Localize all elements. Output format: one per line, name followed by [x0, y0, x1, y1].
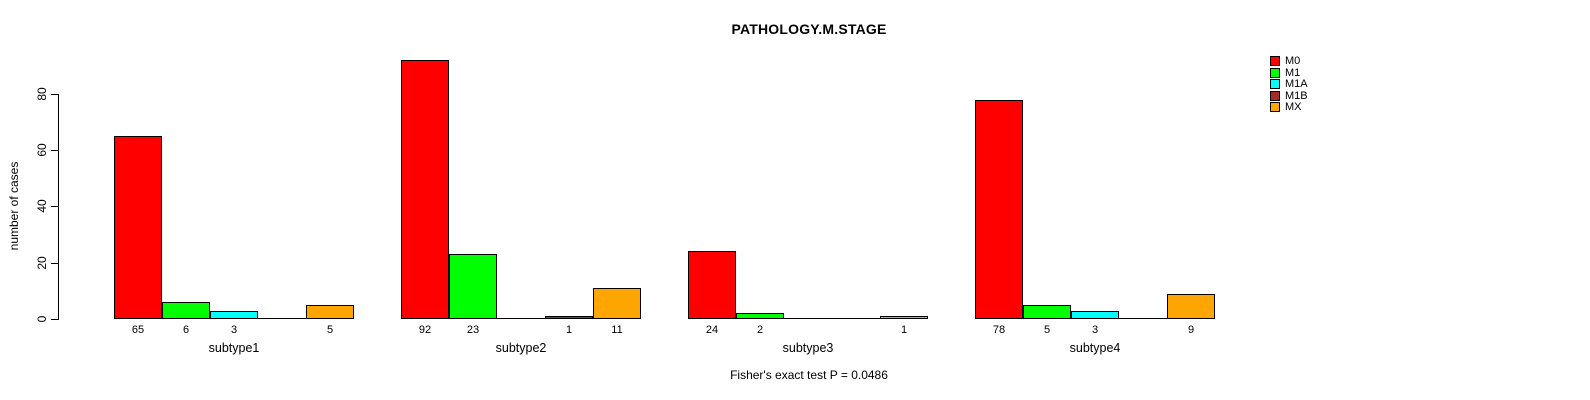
- y-axis-title: number of cases: [7, 161, 21, 251]
- y-axis-tick: [51, 206, 58, 207]
- bar-subtype3-MX: [880, 316, 928, 319]
- y-axis-tick-label: 60: [35, 143, 49, 157]
- y-axis-tick-label: 80: [35, 87, 49, 101]
- bar-subtype1-M1: [162, 302, 210, 319]
- zero-bar-subtype3-M1A: [784, 318, 833, 319]
- bar-value-label-subtype2-M0: 92: [418, 324, 432, 336]
- annotation-text: Fisher's exact test P = 0.0486: [730, 368, 888, 382]
- bar-subtype4-M0: [975, 100, 1023, 319]
- bar-subtype2-M0: [401, 60, 449, 319]
- legend-label-M1A: M1A: [1285, 78, 1308, 90]
- group-label-subtype3: subtype3: [782, 341, 834, 355]
- zero-bar-subtype2-M1A: [497, 318, 546, 319]
- bar-value-label-subtype1-MX: 5: [326, 324, 334, 336]
- zero-bar-subtype4-M1B: [1119, 318, 1168, 319]
- group-label-subtype2: subtype2: [495, 341, 547, 355]
- legend-swatch-M1: [1270, 67, 1280, 78]
- legend-label-M1B: M1B: [1285, 89, 1308, 102]
- bar-value-label-subtype4-M1: 5: [1043, 324, 1051, 336]
- bar-subtype2-MX: [593, 288, 641, 319]
- y-axis-tick-label: 0: [35, 315, 49, 323]
- legend-swatch-MX: [1270, 102, 1280, 112]
- legend-swatch-M1B: [1270, 90, 1280, 101]
- y-axis-tick-label: 20: [35, 256, 49, 270]
- bar-value-label-subtype4-M1A: 3: [1091, 324, 1099, 336]
- zero-bar-subtype3-M1B: [832, 318, 881, 319]
- bar-value-label-subtype3-M0: 24: [705, 324, 719, 336]
- bar-subtype1-MX: [306, 305, 354, 319]
- bar-value-label-subtype1-M0: 65: [131, 324, 145, 336]
- y-axis-tick-label: 40: [35, 199, 49, 213]
- bar-subtype2-M1: [449, 254, 497, 319]
- group-label-subtype1: subtype1: [208, 341, 260, 355]
- legend-swatch-M1A: [1270, 79, 1280, 89]
- bar-subtype1-M1A: [210, 311, 258, 319]
- y-axis-line: [58, 94, 59, 320]
- chart-title: PATHOLOGY.M.STAGE: [731, 21, 887, 37]
- bar-value-label-subtype4-M0: 78: [992, 324, 1006, 336]
- bar-subtype2-M1B: [545, 316, 593, 319]
- y-axis-tick: [51, 150, 58, 151]
- y-axis-tick: [51, 319, 58, 320]
- bar-subtype1-M0: [114, 136, 162, 319]
- legend-label-M0: M0: [1285, 55, 1301, 67]
- bar-value-label-subtype4-MX: 9: [1187, 324, 1195, 336]
- bar-subtype4-MX: [1167, 294, 1215, 319]
- y-axis-tick: [51, 263, 58, 264]
- group-label-subtype4: subtype4: [1069, 341, 1121, 355]
- bar-subtype4-M1: [1023, 305, 1071, 319]
- legend-swatch-M0: [1270, 56, 1280, 66]
- bar-value-label-subtype3-MX: 1: [900, 324, 908, 336]
- bar-value-label-subtype2-M1: 23: [466, 324, 480, 336]
- bar-subtype3-M1: [736, 313, 784, 319]
- bar-value-label-subtype1-M1A: 3: [230, 324, 238, 336]
- bar-value-label-subtype3-M1: 2: [756, 324, 764, 336]
- bar-value-label-subtype2-M1B: 1: [565, 324, 573, 336]
- bar-value-label-subtype1-M1: 6: [182, 324, 190, 336]
- y-axis-tick: [51, 94, 58, 95]
- bar-value-label-subtype2-MX: 11: [611, 324, 623, 336]
- legend-label-M1: M1: [1285, 66, 1301, 79]
- zero-bar-subtype1-M1B: [258, 318, 307, 319]
- bar-subtype4-M1A: [1071, 311, 1119, 319]
- legend-label-MX: MX: [1285, 101, 1302, 113]
- bar-subtype3-M0: [688, 251, 736, 319]
